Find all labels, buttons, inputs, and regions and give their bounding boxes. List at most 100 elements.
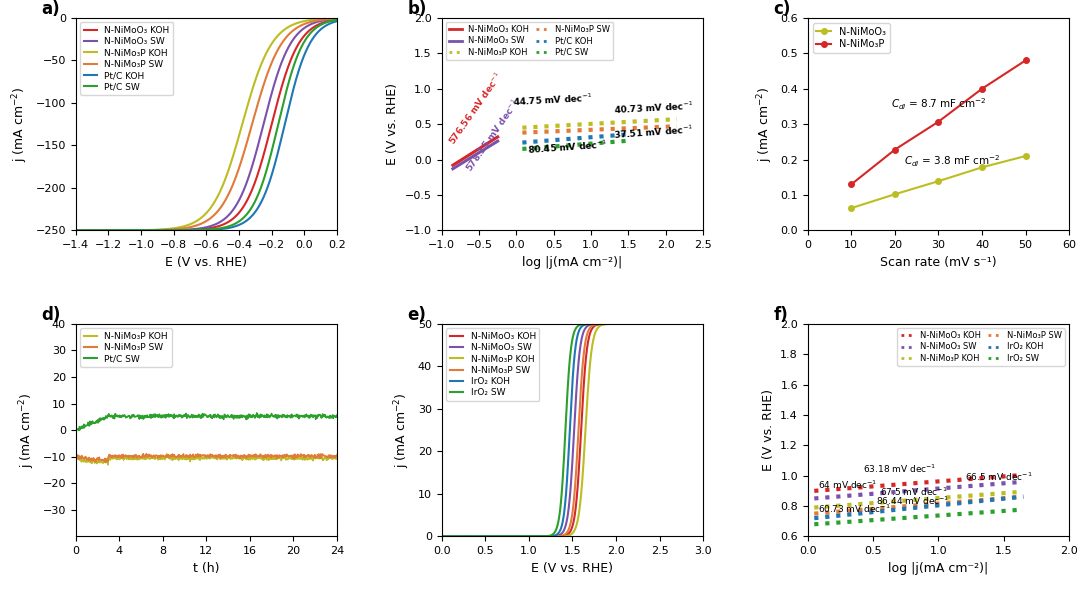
Legend: N-NiMoO₃ KOH, N-NiMoO₃ SW, N-NiMo₃P KOH, N-NiMo₃P SW, IrO₂ KOH, IrO₂ SW: N-NiMoO₃ KOH, N-NiMoO₃ SW, N-NiMo₃P KOH,… bbox=[446, 328, 539, 401]
Text: d): d) bbox=[42, 306, 60, 324]
IrO₂ SW bbox=[659, 320, 672, 327]
Y-axis label: j (mA cm$^{-2}$): j (mA cm$^{-2}$) bbox=[10, 86, 30, 162]
N-NiMo₃P KOH bbox=[615, 320, 627, 327]
N-NiMo₃P KOH bbox=[462, 533, 475, 540]
N-NiMo₃P SW bbox=[808, 510, 821, 517]
N-NiMo₃P KOH bbox=[188, 219, 201, 226]
N-NiMoO₃ SW bbox=[615, 320, 627, 327]
Pt/C SW bbox=[254, 184, 267, 191]
N-NiMo₃P SW bbox=[188, 454, 201, 461]
N-NiMo₃P SW bbox=[697, 320, 710, 327]
N-NiMoO₃ SW bbox=[280, 49, 293, 56]
X-axis label: log |j(mA cm⁻²)|: log |j(mA cm⁻²)| bbox=[889, 561, 988, 575]
IrO₂ SW bbox=[462, 533, 475, 540]
N-NiMo₃P KOH bbox=[160, 451, 173, 458]
Pt/C SW bbox=[251, 409, 264, 417]
Line: IrO₂ SW: IrO₂ SW bbox=[814, 510, 1024, 524]
N-NiMo₃P KOH bbox=[330, 454, 343, 461]
IrO₂ SW bbox=[1017, 506, 1030, 513]
IrO₂ KOH bbox=[435, 533, 448, 540]
Text: a): a) bbox=[42, 0, 60, 18]
N-NiMoO₃ KOH bbox=[188, 226, 201, 233]
Line: N-NiMoO₃ KOH: N-NiMoO₃ KOH bbox=[76, 19, 346, 231]
N-NiMoO₃ SW bbox=[96, 227, 109, 234]
N-NiMo₃P KOH bbox=[551, 533, 564, 540]
N-NiMo₃P bbox=[889, 146, 902, 153]
N-NiMo₃P KOH bbox=[102, 461, 114, 468]
Line: Pt/C SW: Pt/C SW bbox=[76, 19, 346, 231]
N-NiMo₃P KOH bbox=[69, 454, 82, 461]
N-NiMo₃P SW bbox=[137, 452, 150, 460]
N-NiMoO₃ KOH bbox=[435, 533, 448, 540]
Line: IrO₂ KOH: IrO₂ KOH bbox=[814, 496, 1024, 518]
N-NiMo₃P KOH bbox=[254, 62, 267, 69]
IrO₂ KOH bbox=[541, 533, 554, 540]
N-NiMo₃P SW bbox=[96, 227, 109, 234]
IrO₂ SW bbox=[639, 320, 652, 327]
N-NiMoO₃ SW bbox=[254, 131, 267, 138]
N-NiMoO₃ bbox=[1020, 153, 1032, 160]
X-axis label: log |j(mA cm⁻²)|: log |j(mA cm⁻²)| bbox=[523, 256, 622, 269]
Text: 63.18 mV dec$^{-1}$: 63.18 mV dec$^{-1}$ bbox=[863, 463, 936, 476]
N-NiMo₃P SW bbox=[615, 320, 627, 327]
N-NiMo₃P KOH bbox=[244, 455, 257, 462]
N-NiMo₃P SW bbox=[116, 451, 129, 458]
X-axis label: Scan rate (mV s⁻¹): Scan rate (mV s⁻¹) bbox=[880, 256, 997, 269]
N-NiMoO₃ SW bbox=[1017, 478, 1030, 485]
Pt/C KOH bbox=[339, 16, 352, 23]
Text: c): c) bbox=[773, 0, 792, 18]
Line: N-NiMoO₃: N-NiMoO₃ bbox=[849, 153, 1028, 211]
IrO₂ KOH bbox=[697, 320, 710, 327]
N-NiMo₃P SW bbox=[254, 91, 267, 98]
Pt/C SW bbox=[96, 227, 109, 234]
N-NiMoO₃ KOH bbox=[541, 533, 554, 540]
N-NiMo₃P SW bbox=[69, 227, 82, 234]
Text: 64 mV dec$^{-1}$: 64 mV dec$^{-1}$ bbox=[819, 478, 877, 491]
N-NiMo₃P KOH bbox=[339, 14, 352, 21]
N-NiMoO₃ SW bbox=[808, 495, 821, 502]
Pt/C SW bbox=[267, 413, 280, 420]
IrO₂ SW bbox=[435, 533, 448, 540]
Line: N-NiMo₃P: N-NiMo₃P bbox=[849, 58, 1028, 187]
Text: $C_{dl}$ = 3.8 mF cm$^{-2}$: $C_{dl}$ = 3.8 mF cm$^{-2}$ bbox=[904, 153, 1000, 169]
Line: N-NiMo₃P SW: N-NiMo₃P SW bbox=[814, 496, 1024, 514]
Legend: N-NiMoO₃ KOH, N-NiMoO₃ SW, N-NiMo₃P KOH, N-NiMo₃P SW, Pt/C KOH, Pt/C SW: N-NiMoO₃ KOH, N-NiMoO₃ SW, N-NiMo₃P KOH,… bbox=[446, 22, 613, 60]
N-NiMo₃P KOH bbox=[1017, 488, 1030, 495]
IrO₂ SW bbox=[615, 320, 627, 327]
Pt/C KOH bbox=[178, 226, 191, 234]
IrO₂ KOH bbox=[551, 531, 564, 538]
Pt/C SW bbox=[339, 15, 352, 23]
N-NiMo₃P SW bbox=[679, 320, 692, 327]
N-NiMoO₃ KOH bbox=[551, 533, 564, 540]
N-NiMoO₃ KOH bbox=[96, 227, 109, 234]
N-NiMoO₃ KOH bbox=[178, 226, 191, 234]
N-NiMo₃P KOH bbox=[96, 227, 109, 234]
N-NiMo₃P SW bbox=[267, 452, 280, 460]
IrO₂ KOH bbox=[462, 533, 475, 540]
N-NiMo₃P KOH bbox=[137, 455, 150, 462]
N-NiMoO₃ KOH bbox=[1017, 471, 1030, 479]
Pt/C SW bbox=[116, 413, 129, 420]
N-NiMoO₃ KOH bbox=[284, 57, 297, 64]
Line: N-NiMo₃P SW: N-NiMo₃P SW bbox=[76, 454, 337, 462]
Pt/C SW bbox=[137, 415, 150, 423]
N-NiMo₃P SW bbox=[137, 450, 150, 457]
Line: Pt/C SW: Pt/C SW bbox=[76, 413, 337, 430]
Line: N-NiMoO₃ KOH: N-NiMoO₃ KOH bbox=[814, 475, 1024, 491]
N-NiMo₃P SW bbox=[339, 15, 352, 22]
X-axis label: t (h): t (h) bbox=[193, 561, 219, 575]
N-NiMo₃P SW bbox=[330, 451, 343, 458]
Pt/C KOH bbox=[284, 96, 297, 103]
Text: 37.51 mV dec$^{-1}$: 37.51 mV dec$^{-1}$ bbox=[613, 123, 694, 141]
Text: 60.73 mV dec$^{-1}$: 60.73 mV dec$^{-1}$ bbox=[819, 502, 891, 515]
N-NiMo₃P SW bbox=[69, 452, 82, 459]
Line: N-NiMoO₃ SW: N-NiMoO₃ SW bbox=[814, 482, 1024, 498]
N-NiMo₃P SW bbox=[188, 222, 201, 229]
Line: N-NiMoO₃ SW: N-NiMoO₃ SW bbox=[442, 324, 703, 536]
N-NiMoO₃ KOH bbox=[254, 161, 267, 168]
N-NiMoO₃ SW bbox=[178, 226, 191, 233]
Pt/C SW bbox=[69, 427, 82, 434]
IrO₂ KOH bbox=[663, 320, 676, 327]
Text: e): e) bbox=[407, 306, 427, 324]
Text: 80.45 mV dec$^{-1}$: 80.45 mV dec$^{-1}$ bbox=[527, 138, 608, 156]
